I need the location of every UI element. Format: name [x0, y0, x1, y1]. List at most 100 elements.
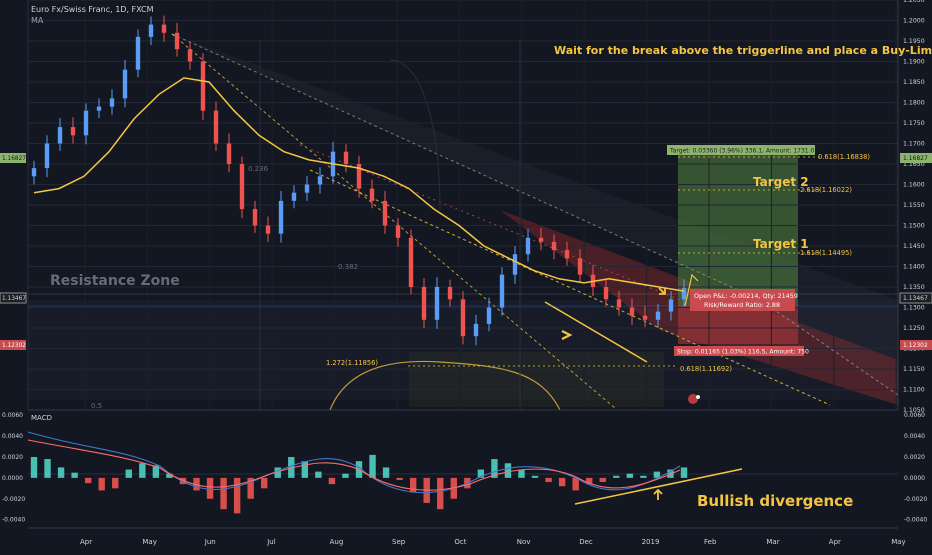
candle-body-30: [421, 287, 427, 320]
price-tick-12: 1.1450: [903, 243, 925, 250]
target-zone: [678, 150, 798, 306]
candle-body-8: [135, 36, 141, 70]
ma-line: [33, 77, 685, 292]
macd-bar-13: [206, 477, 214, 499]
price-tick-10: 1.1550: [903, 202, 925, 209]
candle-body-14: [213, 110, 219, 144]
header-labels: Euro Fx/Swiss Franc, 1D, FXCM MA Wait fo…: [31, 5, 932, 510]
candle-body-39: [538, 237, 544, 242]
time-tick-7: Nov: [517, 538, 531, 546]
price-tick-0: 1.2050: [903, 0, 925, 4]
time-tick-13: May: [891, 538, 905, 546]
left-current-badge: [0, 292, 27, 304]
macd-tick-left-4: -0.0020: [2, 496, 25, 503]
macd-bar-22: [328, 477, 336, 485]
macd-bar-12: [193, 477, 200, 491]
macd-bar-0: [30, 456, 38, 478]
wedge-lower-line: [171, 33, 616, 409]
macd-bar-35: [504, 463, 512, 478]
macd-bar-3: [71, 472, 78, 478]
fib-label-0: 0.618(1.16838): [818, 153, 870, 161]
divergence-line: [574, 468, 743, 505]
candle-body-46: [629, 307, 635, 316]
left-stop-text: 1.12302: [2, 343, 26, 349]
left-current-text: 1.13467: [2, 296, 26, 302]
position-boxes: Target: 0.03360 (3.96%) 336.1, Amount: 1…: [667, 145, 818, 356]
macd-tick-left-0: 0.0060: [2, 412, 23, 419]
stop-box-text: Stop: 0.01165 (1.03%) 116.5, Amount: 750: [677, 349, 809, 356]
bullish-divergence-label: Bullish divergence: [697, 492, 853, 510]
candle-body-41: [564, 250, 570, 259]
fib-arc: [329, 360, 561, 411]
macd-bar-2: [57, 467, 65, 478]
macd-bar-38: [545, 477, 552, 483]
time-tick-4: Aug: [330, 538, 344, 546]
candle-body-40: [551, 241, 557, 251]
candle-body-49: [668, 299, 674, 312]
macd-ticks: 0.0060 0.0060 0.0040 0.0040 0.0020 0.0020 0.00…: [2, 412, 927, 523]
price-tick-2: 1.1950: [903, 38, 925, 45]
macd-line: [27, 431, 681, 494]
time-ticks: Apr May Jun Jul Aug Sep Oct Nov Dec 2019 Feb Mar Apr…: [80, 538, 906, 546]
price-tick-8: 1.1650: [903, 161, 925, 168]
macd-tick-left-5: -0.0040: [2, 517, 25, 524]
candle-body-13: [200, 61, 206, 111]
candle-body-38: [525, 237, 531, 255]
macd-bar-8: [139, 463, 146, 478]
macd-bar-42: [599, 477, 606, 483]
candle-body-11: [174, 32, 180, 50]
macd-tick-right-4: -0.0020: [904, 496, 927, 503]
candle-body-47: [642, 315, 648, 320]
price-tick-4: 1.1850: [903, 79, 925, 86]
event-badge-icon[interactable]: [688, 394, 698, 404]
open-pnl-box: [690, 289, 795, 311]
fib-side-label-0500: 0.5: [91, 402, 102, 410]
price-tick-11: 1.1500: [903, 223, 925, 230]
time-tick-1: May: [142, 538, 156, 546]
candle-body-34: [473, 323, 479, 337]
macd-pane: 0.0060 0.0060 0.0040 0.0040 0.0020 0.0020 0.00…: [2, 409, 927, 528]
event-badge-dot-icon: [696, 395, 700, 399]
time-tick-12: Apr: [829, 538, 841, 546]
target-box: [667, 145, 815, 155]
candle-body-21: [304, 184, 310, 193]
fib-label-2: 1.618(1.14495): [800, 249, 852, 257]
candle-body-31: [434, 287, 440, 320]
macd-bar-25: [369, 454, 376, 478]
price-badges: 1.16827 1.13467 1.12302 1.16827 1.13467 …: [0, 153, 932, 350]
candle-body-12: [187, 49, 193, 62]
candle-body-5: [96, 106, 102, 111]
macd-tick-left-3: 0.0000: [2, 475, 23, 482]
time-tick-9: 2019: [642, 538, 660, 546]
fib-label-3: 0.618(1.11692): [680, 365, 732, 373]
macd-bar-4: [84, 477, 92, 484]
macd-tick-right-3: 0.0000: [904, 475, 925, 482]
resistance-zone-label: Resistance Zone: [50, 273, 180, 289]
time-axis: Apr May Jun Jul Aug Sep Oct Nov Dec 2019 Feb Mar Apr…: [0, 527, 932, 550]
lower-zone: [409, 352, 664, 407]
left-stop-badge: [0, 340, 26, 350]
macd-bar-6: [112, 477, 119, 489]
target-price-badge: [900, 153, 932, 163]
macd-bar-26: [382, 467, 390, 478]
price-axis: 1.2050 1.2000 1.1950 1.1900 1.1850 1.1800 1.17…: [897, 0, 932, 414]
time-tick-0: Apr: [80, 538, 92, 546]
left-target-badge: [0, 153, 26, 163]
candle-body-32: [447, 287, 453, 300]
macd-tick-left-1: 0.0040: [2, 433, 23, 440]
candle-body-18: [265, 225, 271, 234]
candle-body-35: [486, 307, 492, 324]
target-price-text: 1.16827: [903, 155, 928, 162]
macd-bar-23: [342, 473, 349, 478]
macd-tick-right-1: 0.0040: [904, 433, 925, 440]
macd-bar-41: [586, 477, 593, 485]
descending-line: [309, 169, 831, 406]
candle-body-9: [148, 24, 154, 37]
price-tick-3: 1.1900: [903, 59, 925, 66]
candle-body-15: [226, 143, 232, 164]
macd-bar-15: [233, 477, 241, 514]
candle-body-24: [343, 151, 349, 164]
macd-bar-39: [558, 477, 566, 487]
